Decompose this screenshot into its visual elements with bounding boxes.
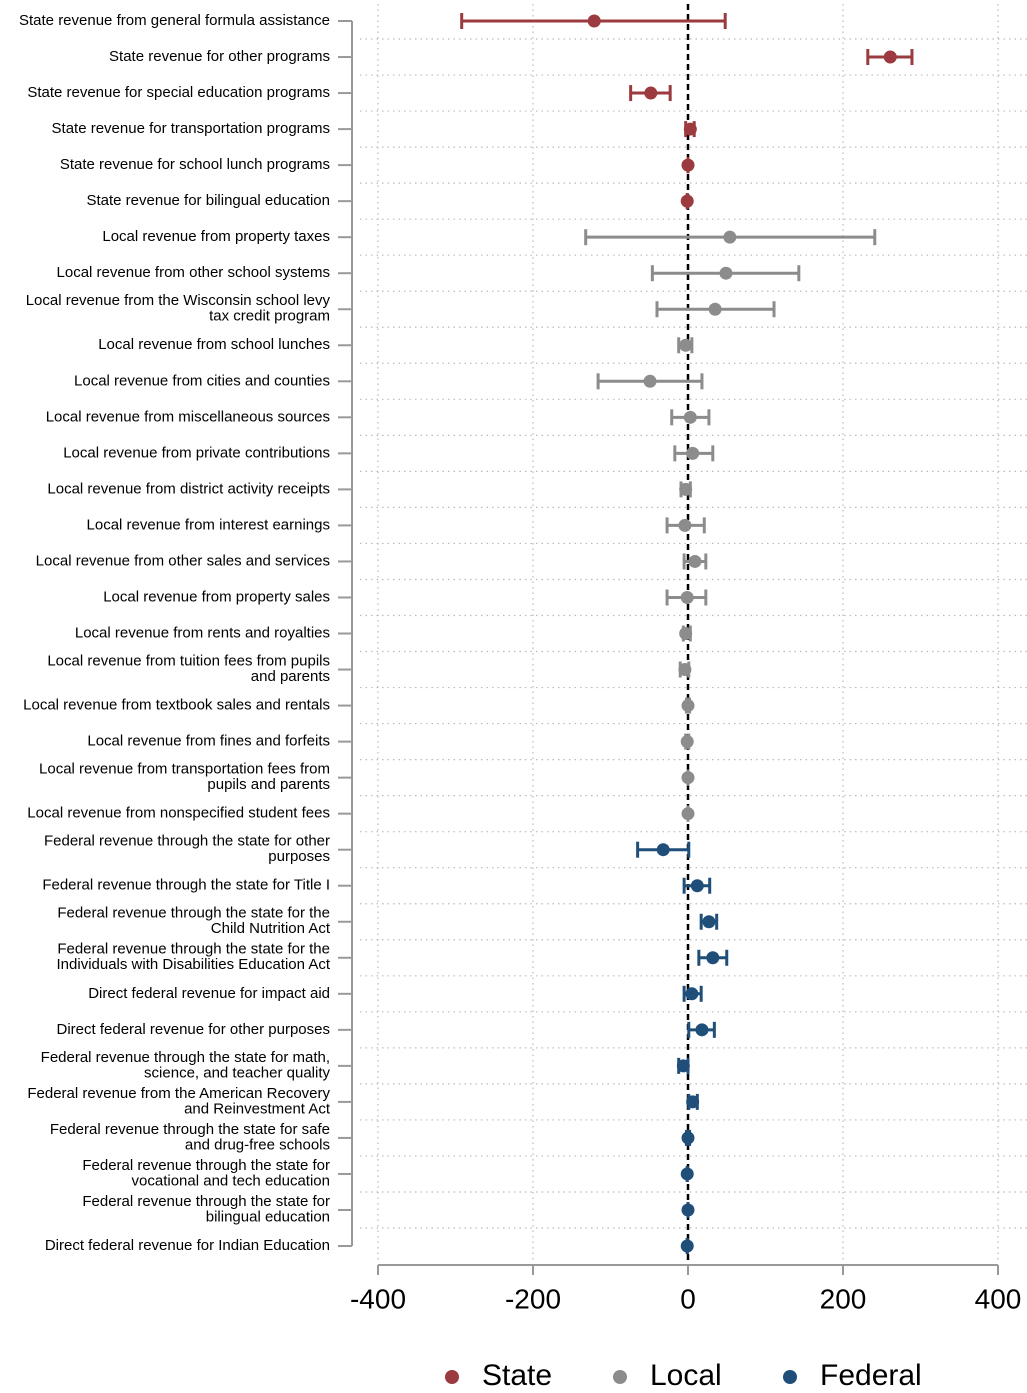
point <box>708 302 722 316</box>
point <box>686 1095 700 1109</box>
y-tick-label: Federal revenue through the state for sa… <box>50 1121 330 1138</box>
y-tick-label: Local revenue from district activity rec… <box>47 480 330 497</box>
y-tick-label: Federal revenue through the state for th… <box>57 905 330 922</box>
legend-marker <box>445 1370 459 1384</box>
point <box>680 1167 694 1181</box>
point <box>702 915 716 929</box>
point <box>683 122 697 136</box>
point <box>680 735 694 749</box>
y-tick-label: State revenue for transportation program… <box>52 120 330 137</box>
y-tick-label: tax credit program <box>209 308 330 325</box>
point <box>883 50 897 64</box>
y-tick-label: Local revenue from property sales <box>103 588 330 605</box>
x-tick-label: -400 <box>350 1283 406 1314</box>
legend-marker <box>613 1370 627 1384</box>
y-tick-label: Local revenue from school lunches <box>98 336 330 353</box>
point <box>681 771 695 785</box>
y-tick-label: Individuals with Disabilities Education … <box>57 956 331 973</box>
y-tick-label: Local revenue from miscellaneous sources <box>46 408 330 425</box>
point <box>681 807 695 821</box>
point <box>656 843 670 857</box>
point <box>679 338 693 352</box>
point <box>683 410 697 424</box>
y-tick-label: Local revenue from other school systems <box>57 264 330 281</box>
y-tick-label: Federal revenue from the American Recove… <box>27 1085 330 1102</box>
y-tick-label: Local revenue from transportation fees f… <box>39 761 330 778</box>
point <box>681 158 695 172</box>
x-tick-label: 400 <box>975 1283 1022 1314</box>
y-tick-label: bilingual education <box>206 1208 330 1225</box>
legend-label: Local <box>650 1359 722 1392</box>
y-tick-label: Federal revenue through the state for ot… <box>44 833 330 850</box>
y-tick-label: State revenue for special education prog… <box>27 84 330 101</box>
y-tick-label: vocational and tech education <box>132 1172 330 1189</box>
y-tick-label: Local revenue from cities and counties <box>74 372 330 389</box>
point <box>719 266 733 280</box>
y-tick-label: Local revenue from nonspecified student … <box>27 805 330 822</box>
y-tick-label: and drug-free schools <box>185 1136 330 1153</box>
y-tick-label: and Reinvestment Act <box>184 1100 331 1117</box>
point <box>679 627 693 641</box>
y-tick-label: Local revenue from rents and royalties <box>75 624 330 641</box>
point <box>676 1059 690 1073</box>
point <box>643 374 657 388</box>
point <box>678 663 692 677</box>
y-tick-label: State revenue for bilingual education <box>86 192 330 209</box>
point <box>678 518 692 532</box>
point <box>695 1023 709 1037</box>
legend-label: State <box>482 1359 552 1392</box>
y-tick-label: Local revenue from property taxes <box>102 228 330 245</box>
y-tick-label: Federal revenue through the state for Ti… <box>42 877 330 894</box>
y-tick-label: Local revenue from the Wisconsin school … <box>26 292 331 309</box>
y-tick-label: Local revenue from textbook sales and re… <box>23 697 330 714</box>
legend-label: Federal <box>820 1359 922 1392</box>
y-tick-label: and parents <box>251 668 330 685</box>
point <box>723 230 737 244</box>
y-tick-label: Child Nutrition Act <box>211 920 331 937</box>
y-tick-label: Federal revenue through the state for th… <box>57 941 330 958</box>
y-tick-label: Direct federal revenue for impact aid <box>88 985 330 1002</box>
y-tick-label: Local revenue from fines and forfeits <box>87 733 330 750</box>
y-tick-label: Local revenue from private contributions <box>63 444 330 461</box>
point <box>680 1239 694 1253</box>
y-tick-label: Federal revenue through the state for <box>82 1157 330 1174</box>
y-tick-label: State revenue from general formula assis… <box>19 12 330 29</box>
point <box>679 482 693 496</box>
x-tick-label: 200 <box>820 1283 867 1314</box>
y-tick-label: State revenue for school lunch programs <box>60 156 330 173</box>
y-tick-label: Direct federal revenue for Indian Educat… <box>45 1237 330 1254</box>
y-tick-label: science, and teacher quality <box>144 1064 330 1081</box>
x-tick-label: 0 <box>680 1283 696 1314</box>
y-tick-label: Local revenue from tuition fees from pup… <box>47 653 330 670</box>
y-tick-label: Federal revenue through the state for ma… <box>41 1049 330 1066</box>
point <box>680 590 694 604</box>
y-tick-label: purposes <box>268 848 330 865</box>
legend-marker <box>783 1370 797 1384</box>
point <box>681 1131 695 1145</box>
point <box>644 86 658 100</box>
point <box>686 446 700 460</box>
point <box>681 699 695 713</box>
y-tick-label: State revenue for other programs <box>109 48 330 65</box>
y-tick-label: pupils and parents <box>207 776 330 793</box>
point <box>681 1203 695 1217</box>
y-tick-label: Local revenue from other sales and servi… <box>36 552 330 569</box>
point <box>688 554 702 568</box>
x-tick-label: -200 <box>505 1283 561 1314</box>
point <box>706 951 720 965</box>
point <box>690 879 704 893</box>
point <box>587 14 601 28</box>
y-tick-label: Federal revenue through the state for <box>82 1193 330 1210</box>
y-tick-label: Local revenue from interest earnings <box>87 516 330 533</box>
y-tick-label: Direct federal revenue for other purpose… <box>57 1021 330 1038</box>
point <box>680 194 694 208</box>
point <box>685 987 699 1001</box>
